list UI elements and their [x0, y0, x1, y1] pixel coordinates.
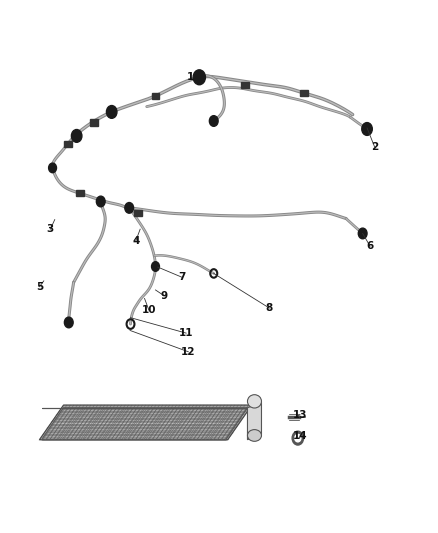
Text: 3: 3	[47, 224, 54, 234]
Circle shape	[152, 262, 159, 271]
Text: 9: 9	[161, 291, 168, 301]
Ellipse shape	[247, 430, 261, 441]
Text: 7: 7	[178, 272, 185, 282]
Ellipse shape	[247, 394, 261, 408]
Circle shape	[49, 163, 57, 173]
Text: 2: 2	[371, 142, 378, 151]
Text: 13: 13	[293, 410, 307, 419]
Circle shape	[193, 70, 205, 85]
Circle shape	[64, 317, 73, 328]
Bar	[134, 210, 142, 216]
Circle shape	[209, 116, 218, 126]
Text: 1: 1	[187, 72, 194, 82]
Circle shape	[125, 203, 134, 213]
Bar	[241, 82, 249, 88]
Circle shape	[71, 130, 82, 142]
Circle shape	[295, 434, 301, 442]
Polygon shape	[39, 405, 252, 440]
Text: 4: 4	[132, 236, 139, 246]
Text: 6: 6	[367, 241, 374, 251]
Bar	[300, 90, 308, 96]
Circle shape	[292, 431, 304, 445]
Text: 5: 5	[36, 282, 43, 292]
Text: 14: 14	[293, 431, 307, 441]
Circle shape	[362, 123, 372, 135]
Text: 8: 8	[266, 303, 273, 313]
Bar	[90, 119, 98, 126]
Polygon shape	[247, 402, 261, 440]
Circle shape	[96, 196, 105, 207]
Circle shape	[106, 106, 117, 118]
Circle shape	[358, 228, 367, 239]
Text: 12: 12	[181, 347, 196, 357]
Text: 11: 11	[179, 328, 194, 338]
Text: 10: 10	[141, 305, 156, 315]
Polygon shape	[42, 408, 247, 440]
Bar	[76, 190, 84, 196]
Bar	[152, 93, 159, 99]
Bar	[64, 141, 72, 147]
